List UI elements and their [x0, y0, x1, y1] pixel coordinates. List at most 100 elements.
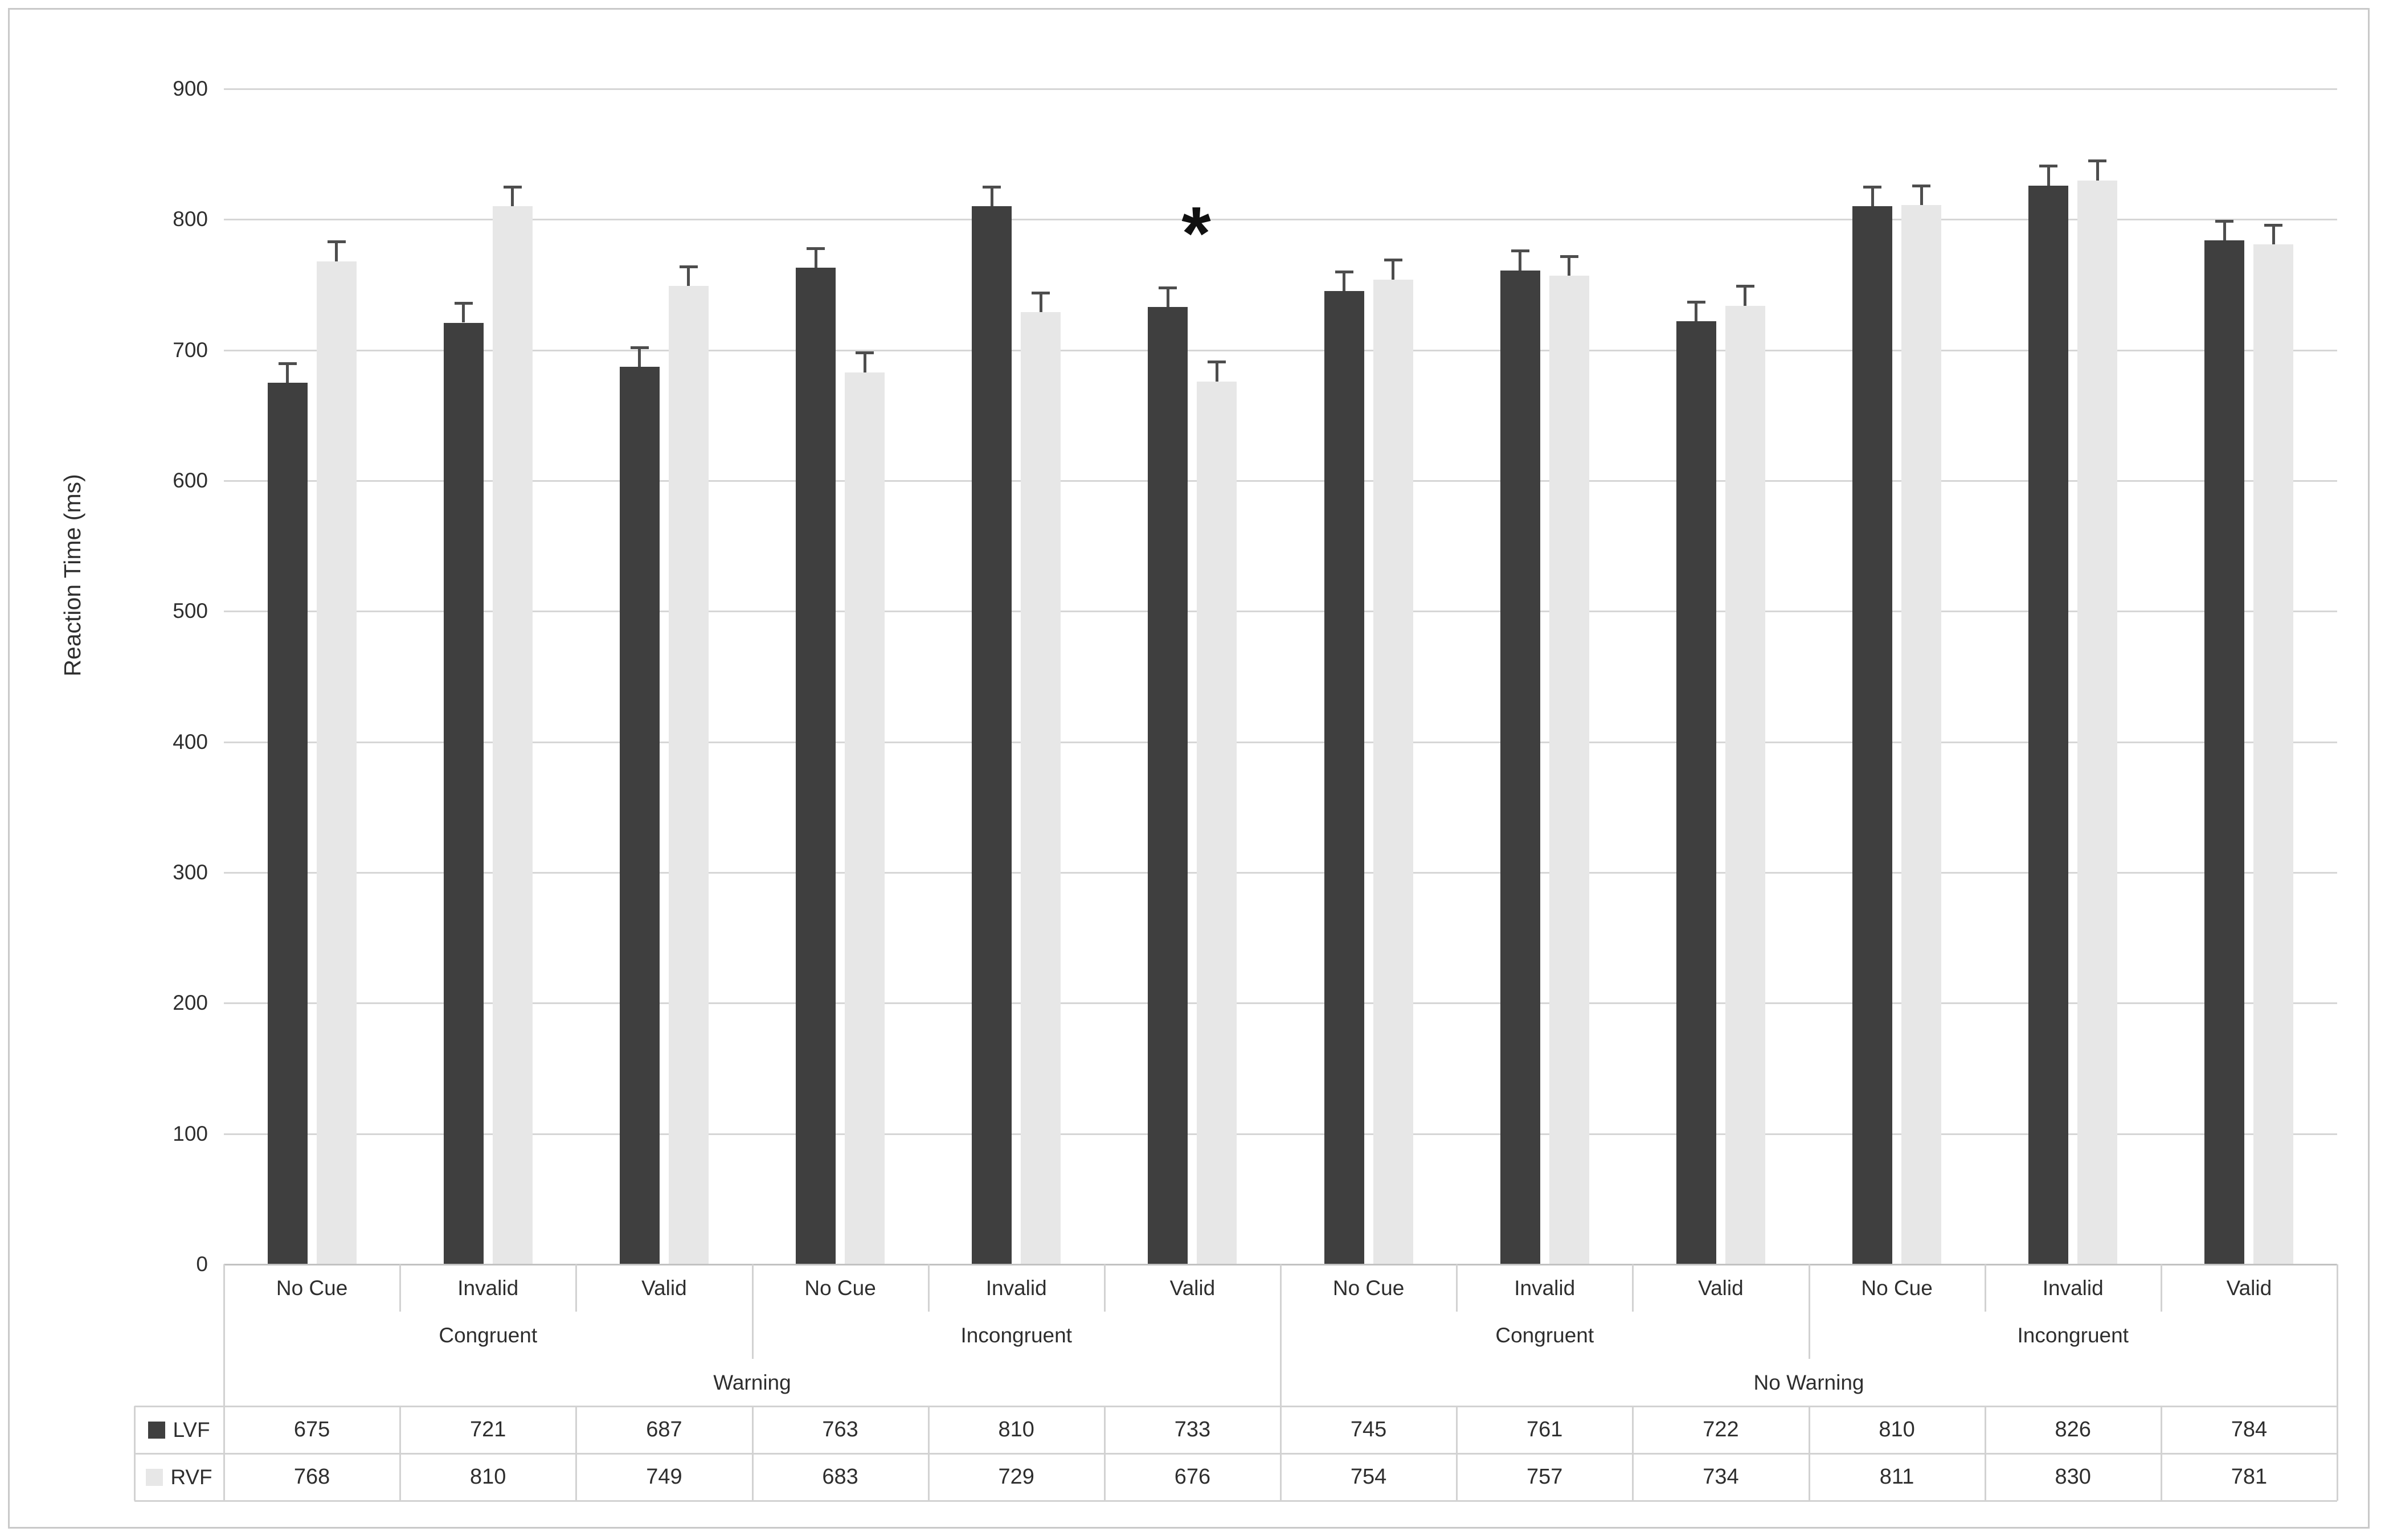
table-value: 810 — [470, 1465, 506, 1489]
table-value: 676 — [1174, 1465, 1211, 1489]
warning-label: No Warning — [1753, 1370, 1864, 1394]
table-border — [1456, 1406, 1458, 1501]
significance-asterisk: * — [1181, 191, 1211, 275]
error-bar-cap — [1032, 291, 1050, 294]
table-border — [1808, 1406, 1810, 1501]
cue-label: Invalid — [2042, 1276, 2104, 1300]
category-border — [1456, 1264, 1458, 1312]
category-border — [1103, 1264, 1106, 1312]
error-bar-cap — [1560, 255, 1578, 258]
gridline — [224, 349, 2337, 351]
category-border — [751, 1264, 754, 1359]
category-border — [2160, 1264, 2162, 1312]
error-bar-whisker — [1871, 187, 1874, 207]
legend-cell-lvf: LVF — [134, 1406, 224, 1453]
bar-rvf — [492, 206, 533, 1264]
table-value: 745 — [1350, 1418, 1387, 1441]
bar-lvf — [267, 383, 308, 1264]
y-tick-label: 400 — [173, 730, 208, 753]
error-bar-whisker — [1568, 256, 1571, 276]
category-border — [2337, 1264, 2338, 1406]
figure-frame — [8, 8, 2370, 1529]
bar-lvf — [1852, 206, 1893, 1264]
error-bar-whisker — [638, 347, 641, 367]
cue-label: Valid — [1698, 1276, 1744, 1300]
y-tick-label: 300 — [173, 861, 208, 884]
y-axis-title: Reaction Time (ms) — [59, 474, 85, 677]
cue-label: Invalid — [985, 1276, 1047, 1300]
error-bar-cap — [2215, 219, 2234, 223]
bar-rvf — [1725, 305, 1765, 1264]
bar-rvf — [1021, 312, 1061, 1264]
table-value: 761 — [1527, 1418, 1563, 1441]
y-tick-label: 900 — [173, 77, 208, 100]
table-value: 781 — [2231, 1465, 2268, 1489]
error-bar-cap — [1335, 271, 1353, 274]
table-border — [134, 1453, 2337, 1455]
error-bar-whisker — [990, 187, 993, 207]
cue-label: Valid — [1169, 1276, 1216, 1300]
table-border — [927, 1406, 930, 1501]
legend-label: LVF — [173, 1418, 210, 1441]
table-value: 675 — [293, 1418, 330, 1441]
table-border — [575, 1406, 578, 1501]
error-bar-cap — [856, 351, 874, 355]
error-bar-cap — [1687, 300, 1705, 304]
cue-label: Invalid — [1514, 1276, 1576, 1300]
table-value: 830 — [2055, 1465, 2091, 1489]
cue-label: No Cue — [276, 1276, 348, 1300]
legend-cell-rvf: RVF — [134, 1453, 224, 1501]
error-bar-whisker — [335, 241, 338, 261]
gridline — [224, 219, 2337, 221]
bar-rvf — [1901, 205, 1942, 1264]
error-bar-cap — [1912, 184, 1931, 187]
error-bar-cap — [454, 302, 473, 305]
table-border — [1984, 1406, 1986, 1501]
category-border — [575, 1264, 578, 1312]
y-tick-label: 200 — [173, 991, 208, 1015]
table-value: 749 — [646, 1465, 682, 1489]
error-bar-cap — [327, 240, 346, 244]
bar-rvf — [1197, 381, 1237, 1264]
bar-lvf — [1676, 321, 1716, 1264]
table-value: 687 — [646, 1418, 682, 1441]
cue-label: Valid — [2226, 1276, 2272, 1300]
congruency-label: Incongruent — [960, 1323, 1072, 1347]
congruency-label: Incongruent — [2017, 1323, 2129, 1347]
error-bar-whisker — [2272, 224, 2275, 244]
gridline — [224, 1002, 2337, 1005]
table-value: 826 — [2055, 1418, 2091, 1441]
category-border — [1280, 1264, 1282, 1406]
table-value: 721 — [470, 1418, 506, 1441]
table-border — [1103, 1406, 1106, 1501]
category-border — [1632, 1264, 1634, 1312]
bar-lvf — [1324, 291, 1364, 1264]
error-bar-whisker — [1166, 287, 1169, 307]
table-border — [2160, 1406, 2162, 1501]
cue-label: No Cue — [1332, 1276, 1405, 1300]
error-bar-cap — [1863, 186, 1882, 189]
table-value: 722 — [1703, 1418, 1739, 1441]
legend-label: RVF — [170, 1465, 212, 1489]
error-bar-cap — [630, 346, 649, 350]
table-border — [134, 1500, 2337, 1502]
bar-rvf — [845, 372, 885, 1264]
error-bar-whisker — [1039, 292, 1042, 313]
gridline — [224, 611, 2337, 613]
table-border — [134, 1406, 136, 1501]
bar-rvf — [316, 261, 357, 1264]
category-border — [1984, 1264, 1986, 1312]
error-bar-whisker — [687, 266, 690, 286]
error-bar-cap — [1208, 361, 1226, 364]
table-value: 757 — [1527, 1465, 1563, 1489]
table-border — [751, 1406, 754, 1501]
gridline — [224, 1133, 2337, 1135]
error-bar-cap — [983, 186, 1001, 189]
error-bar-cap — [679, 265, 698, 268]
error-bar-whisker — [814, 248, 817, 268]
bar-rvf — [1549, 275, 1589, 1264]
y-tick-label: 500 — [173, 599, 208, 623]
table-border — [399, 1406, 402, 1501]
bar-lvf — [1148, 306, 1188, 1264]
